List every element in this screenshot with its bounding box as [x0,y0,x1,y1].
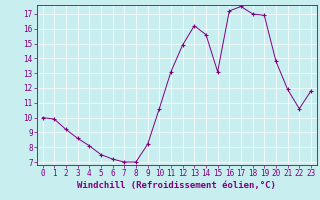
X-axis label: Windchill (Refroidissement éolien,°C): Windchill (Refroidissement éolien,°C) [77,181,276,190]
